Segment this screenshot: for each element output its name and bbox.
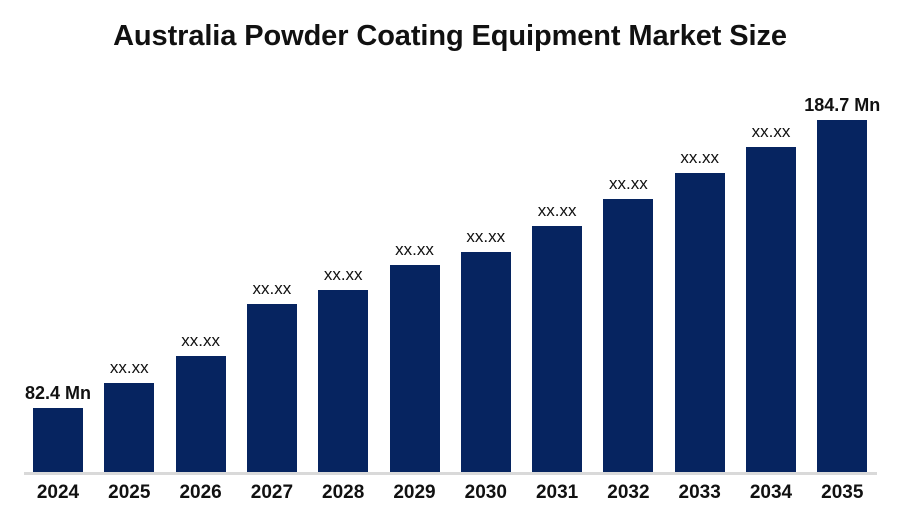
category-label-2035: 2035 xyxy=(821,482,864,503)
category-label-2031: 2031 xyxy=(535,482,579,503)
category-label-2025: 2025 xyxy=(108,482,151,503)
bar-value-label-2027: xx.xx xyxy=(252,279,292,298)
category-label-2028: 2028 xyxy=(322,482,365,503)
bar-2032[interactable] xyxy=(603,199,654,472)
category-label-2030: 2030 xyxy=(464,482,507,503)
category-label-2032: 2032 xyxy=(607,482,650,503)
bar-value-label-2025: xx.xx xyxy=(109,358,149,377)
bar-2031[interactable] xyxy=(532,226,583,472)
bar-2030[interactable] xyxy=(460,252,511,472)
bar-2029[interactable] xyxy=(389,265,440,472)
bar-value-label-2032: xx.xx xyxy=(609,174,648,193)
bar-value-label-2031: xx.xx xyxy=(537,201,577,220)
category-label-2034: 2034 xyxy=(749,482,793,503)
bar-2025[interactable] xyxy=(104,383,155,472)
category-label-2027: 2027 xyxy=(250,482,294,503)
bar-value-label-2030: xx.xx xyxy=(466,227,506,246)
category-label-2026: 2026 xyxy=(179,482,222,503)
category-label-2033: 2033 xyxy=(678,482,721,503)
bar-2026[interactable] xyxy=(175,356,226,472)
bar-value-label-2026: xx.xx xyxy=(181,331,220,350)
bar-2033[interactable] xyxy=(674,173,725,472)
category-label-2024: 2024 xyxy=(36,482,80,503)
bar-value-label-2029: xx.xx xyxy=(395,240,434,259)
bar-2034[interactable] xyxy=(746,147,796,472)
bar-2027[interactable] xyxy=(246,304,297,472)
bar-2024[interactable] xyxy=(33,408,83,472)
bar-value-label-2024: 82.4 Mn xyxy=(24,383,92,403)
bar-value-label-2034: xx.xx xyxy=(751,122,791,141)
bar-2035[interactable] xyxy=(817,120,868,472)
bar-value-label-2033: xx.xx xyxy=(680,148,720,167)
bar-2028[interactable] xyxy=(318,290,369,472)
page-title: Australia Powder Coating Equipment Marke… xyxy=(113,20,787,52)
category-axis-line xyxy=(24,472,877,475)
bar-value-label-2035: 184.7 Mn xyxy=(804,95,881,115)
category-label-2029: 2029 xyxy=(393,482,436,503)
bar-value-label-2028: xx.xx xyxy=(323,265,363,284)
